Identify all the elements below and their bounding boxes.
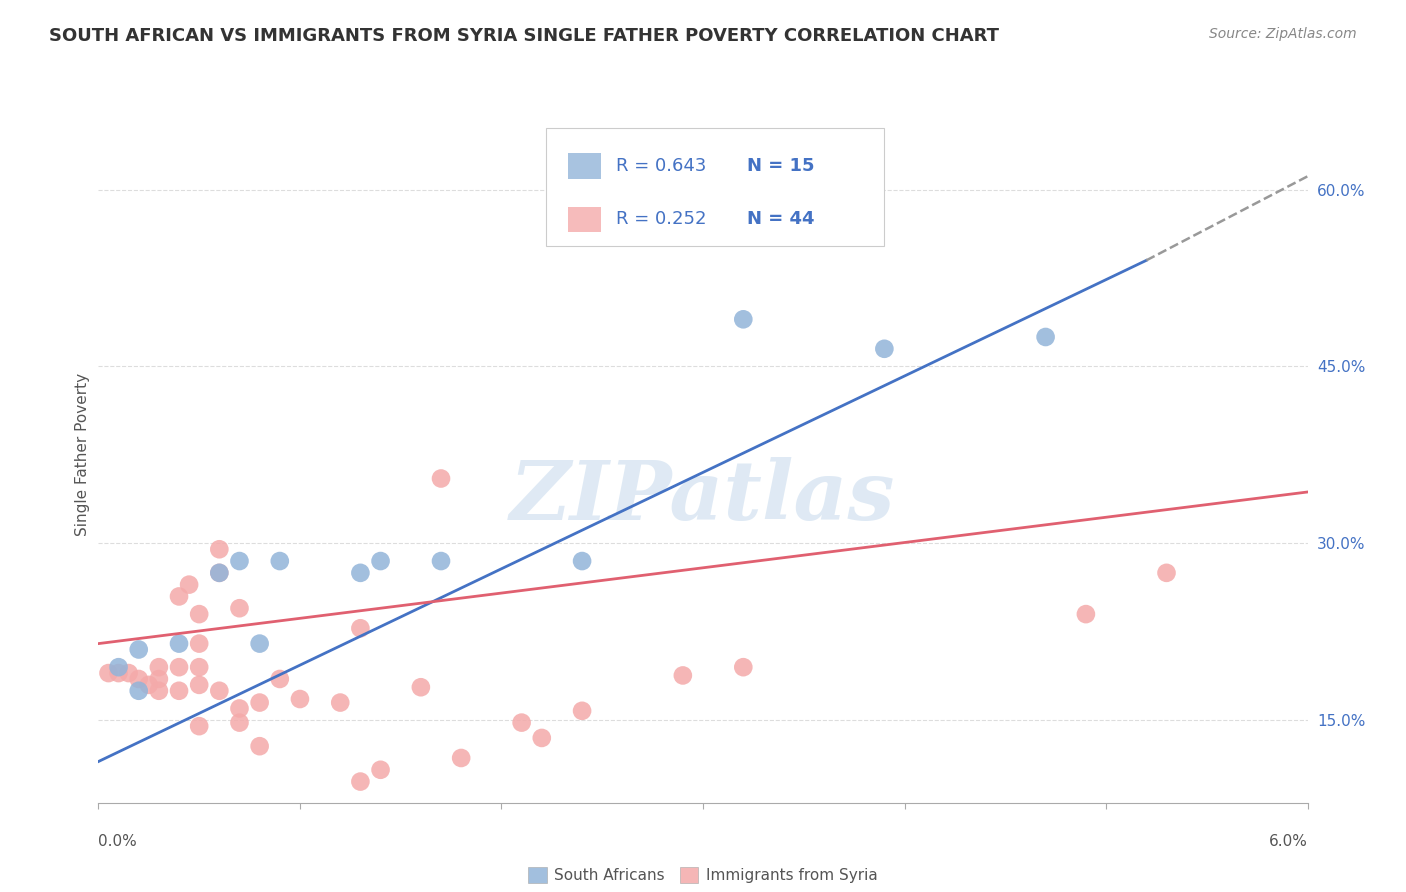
- Point: [128, 683, 150, 698]
- Point: [208, 566, 231, 580]
- Point: [167, 637, 190, 651]
- Point: [370, 763, 392, 777]
- Point: [148, 683, 170, 698]
- Text: Source: ZipAtlas.com: Source: ZipAtlas.com: [1209, 27, 1357, 41]
- Legend: South Africans, Immigrants from Syria: South Africans, Immigrants from Syria: [522, 861, 884, 889]
- Point: [853, 206, 876, 220]
- FancyBboxPatch shape: [546, 128, 884, 246]
- Point: [349, 774, 371, 789]
- Point: [188, 660, 211, 674]
- Point: [288, 692, 311, 706]
- Point: [853, 212, 876, 227]
- Point: [409, 680, 432, 694]
- Point: [107, 666, 129, 681]
- Point: [510, 715, 533, 730]
- Point: [530, 731, 553, 745]
- Point: [148, 672, 170, 686]
- Point: [208, 542, 231, 557]
- Text: 0.0%: 0.0%: [98, 834, 138, 849]
- Point: [450, 751, 472, 765]
- Point: [249, 696, 271, 710]
- Point: [167, 683, 190, 698]
- Point: [188, 637, 211, 651]
- Point: [733, 660, 755, 674]
- Point: [208, 566, 231, 580]
- Point: [672, 668, 695, 682]
- Point: [269, 554, 291, 568]
- Point: [188, 719, 211, 733]
- FancyBboxPatch shape: [568, 207, 602, 232]
- Text: ZIPatlas: ZIPatlas: [510, 457, 896, 537]
- Point: [228, 601, 250, 615]
- Point: [118, 666, 141, 681]
- Text: 6.0%: 6.0%: [1268, 834, 1308, 849]
- Point: [228, 715, 250, 730]
- Point: [249, 637, 271, 651]
- Point: [188, 607, 211, 621]
- Point: [128, 642, 150, 657]
- Text: SOUTH AFRICAN VS IMMIGRANTS FROM SYRIA SINGLE FATHER POVERTY CORRELATION CHART: SOUTH AFRICAN VS IMMIGRANTS FROM SYRIA S…: [49, 27, 1000, 45]
- Text: R = 0.252: R = 0.252: [616, 211, 706, 228]
- Point: [138, 678, 160, 692]
- Point: [571, 554, 593, 568]
- Point: [107, 660, 129, 674]
- Point: [269, 672, 291, 686]
- Text: R = 0.643: R = 0.643: [616, 157, 706, 175]
- Point: [1074, 607, 1097, 621]
- Y-axis label: Single Father Poverty: Single Father Poverty: [75, 374, 90, 536]
- Point: [128, 672, 150, 686]
- Point: [733, 312, 755, 326]
- Point: [1035, 330, 1057, 344]
- Point: [571, 704, 593, 718]
- Text: N = 15: N = 15: [747, 157, 814, 175]
- Point: [188, 678, 211, 692]
- Point: [873, 342, 896, 356]
- Point: [329, 696, 352, 710]
- Point: [349, 566, 371, 580]
- Point: [167, 660, 190, 674]
- Point: [97, 666, 120, 681]
- Point: [167, 590, 190, 604]
- Text: N = 44: N = 44: [747, 211, 814, 228]
- Point: [370, 554, 392, 568]
- FancyBboxPatch shape: [568, 153, 602, 178]
- Point: [430, 554, 453, 568]
- Point: [228, 554, 250, 568]
- Point: [228, 701, 250, 715]
- Point: [349, 621, 371, 635]
- Point: [148, 660, 170, 674]
- Point: [249, 739, 271, 754]
- Point: [208, 683, 231, 698]
- Point: [177, 577, 201, 591]
- Point: [1156, 566, 1178, 580]
- Point: [430, 471, 453, 485]
